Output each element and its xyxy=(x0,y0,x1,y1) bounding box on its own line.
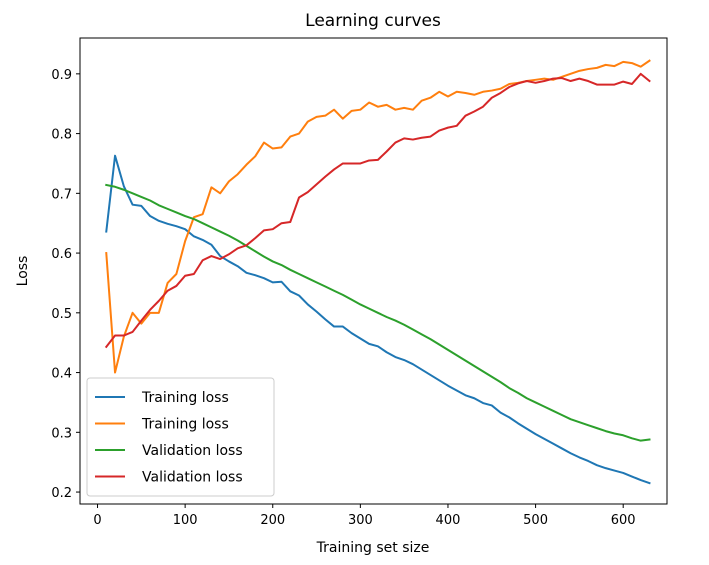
chart-title: Learning curves xyxy=(305,11,441,31)
y-tick-label: 0.9 xyxy=(51,68,72,83)
y-tick-label: 0.8 xyxy=(51,128,72,143)
legend-label-1: Training loss xyxy=(141,390,229,406)
y-tick-label: 0.7 xyxy=(51,187,72,202)
x-tick-label: 300 xyxy=(348,513,373,528)
series-line-4 xyxy=(104,72,651,349)
legend-entries: Training loss Training loss Validation los… xyxy=(95,390,243,486)
y-axis-ticks: 0.2 0.3 0.4 0.5 0.6 0.7 0.8 0.9 xyxy=(51,68,80,501)
x-tick-label: 0 xyxy=(93,513,101,528)
y-tick-label: 0.2 xyxy=(51,486,72,501)
x-axis-label: Training set size xyxy=(316,540,430,556)
series-lines xyxy=(104,59,651,485)
y-tick-label: 0.5 xyxy=(51,307,72,322)
x-tick-label: 400 xyxy=(436,513,461,528)
y-tick-label: 0.4 xyxy=(51,367,72,382)
legend-label-3: Validation loss xyxy=(142,443,243,459)
x-tick-label: 200 xyxy=(260,513,285,528)
legend-box xyxy=(86,377,275,497)
x-tick-label: 600 xyxy=(611,513,636,528)
x-axis-ticks: 0 100 200 300 400 500 600 xyxy=(93,504,636,528)
legend: Training loss Training loss Validation los… xyxy=(86,377,275,497)
legend-label-2: Training loss xyxy=(141,417,229,433)
y-tick-label: 0.3 xyxy=(51,426,72,441)
y-axis-label: Loss xyxy=(15,256,31,287)
series-line-1 xyxy=(105,154,651,485)
y-tick-label: 0.6 xyxy=(51,247,72,262)
series-line-3 xyxy=(105,183,651,442)
x-tick-label: 500 xyxy=(523,513,548,528)
x-tick-label: 100 xyxy=(173,513,198,528)
axes-frame xyxy=(79,37,668,505)
legend-label-4: Validation loss xyxy=(142,470,243,486)
